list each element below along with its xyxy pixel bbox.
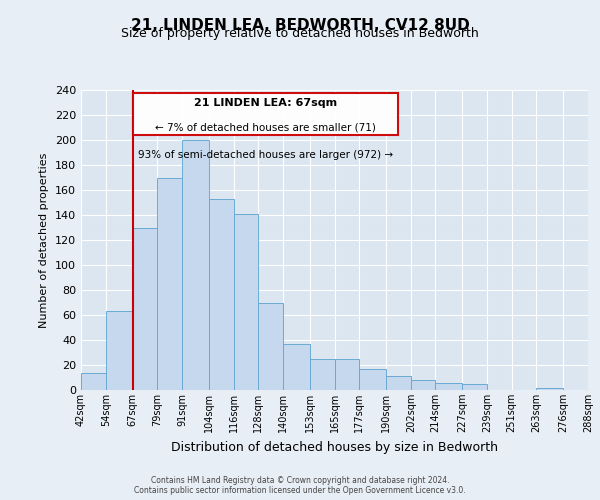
Bar <box>335 359 359 390</box>
Bar <box>106 311 133 390</box>
Bar <box>310 359 335 390</box>
Bar <box>411 380 436 390</box>
Bar <box>359 369 386 390</box>
Text: Contains HM Land Registry data © Crown copyright and database right 2024.: Contains HM Land Registry data © Crown c… <box>151 476 449 485</box>
Bar <box>258 302 283 390</box>
Bar <box>436 382 462 390</box>
Bar <box>182 140 209 390</box>
Text: 21, LINDEN LEA, BEDWORTH, CV12 8UD: 21, LINDEN LEA, BEDWORTH, CV12 8UD <box>131 18 469 32</box>
Bar <box>81 372 106 390</box>
Y-axis label: Number of detached properties: Number of detached properties <box>40 152 49 328</box>
Text: 21 LINDEN LEA: 67sqm: 21 LINDEN LEA: 67sqm <box>194 98 337 108</box>
Bar <box>462 384 487 390</box>
Bar <box>386 376 411 390</box>
X-axis label: Distribution of detached houses by size in Bedworth: Distribution of detached houses by size … <box>171 440 498 454</box>
Text: 93% of semi-detached houses are larger (972) →: 93% of semi-detached houses are larger (… <box>138 150 393 160</box>
Text: ← 7% of detached houses are smaller (71): ← 7% of detached houses are smaller (71) <box>155 122 376 132</box>
Text: Size of property relative to detached houses in Bedworth: Size of property relative to detached ho… <box>121 28 479 40</box>
Bar <box>209 198 233 390</box>
Bar <box>233 214 258 390</box>
Bar <box>133 228 157 390</box>
Bar <box>157 178 182 390</box>
Bar <box>283 344 310 390</box>
Text: Contains public sector information licensed under the Open Government Licence v3: Contains public sector information licen… <box>134 486 466 495</box>
FancyBboxPatch shape <box>133 92 398 135</box>
Bar <box>536 388 563 390</box>
